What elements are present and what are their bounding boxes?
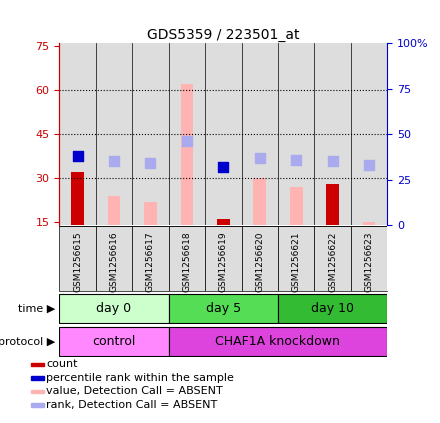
Bar [278, 43, 314, 225]
Bar [363, 222, 375, 225]
Bar [205, 226, 242, 291]
Text: GSM1256617: GSM1256617 [146, 231, 155, 292]
Text: GSM1256621: GSM1256621 [292, 231, 301, 291]
Bar [30, 390, 44, 393]
Text: day 5: day 5 [206, 302, 241, 315]
Bar [351, 43, 387, 225]
Text: GSM1256620: GSM1256620 [255, 231, 264, 291]
Bar [180, 84, 193, 225]
Point [110, 158, 117, 165]
Bar [30, 376, 44, 380]
Bar [205, 43, 242, 225]
Bar [30, 363, 44, 366]
Point [293, 156, 300, 163]
Bar [253, 178, 266, 225]
Bar [59, 43, 96, 225]
Bar [314, 226, 351, 291]
Bar [351, 226, 387, 291]
Bar [59, 226, 96, 291]
Title: GDS5359 / 223501_at: GDS5359 / 223501_at [147, 28, 300, 42]
Bar [278, 226, 314, 291]
Text: GSM1256618: GSM1256618 [182, 231, 191, 292]
Text: day 0: day 0 [96, 302, 132, 315]
Bar [96, 226, 132, 291]
Text: count: count [46, 360, 78, 369]
Bar [30, 403, 44, 407]
Bar [59, 327, 169, 356]
Text: day 10: day 10 [311, 302, 354, 315]
Text: GSM1256622: GSM1256622 [328, 231, 337, 291]
Bar [132, 43, 169, 225]
Text: GSM1256619: GSM1256619 [219, 231, 228, 292]
Text: time ▶: time ▶ [18, 304, 55, 313]
Text: GSM1256616: GSM1256616 [110, 231, 118, 292]
Bar [71, 172, 84, 225]
Point [256, 154, 263, 161]
Bar [169, 226, 205, 291]
Bar [278, 294, 387, 323]
Bar [242, 43, 278, 225]
Bar [169, 294, 278, 323]
Point [329, 158, 336, 165]
Point [147, 160, 154, 167]
Bar [132, 226, 169, 291]
Bar [108, 196, 121, 225]
Point [183, 138, 191, 145]
Text: value, Detection Call = ABSENT: value, Detection Call = ABSENT [46, 387, 223, 396]
Bar [96, 43, 132, 225]
Bar [169, 43, 205, 225]
Bar [290, 187, 303, 225]
Bar [326, 184, 339, 225]
Bar [169, 327, 387, 356]
Text: percentile rank within the sample: percentile rank within the sample [46, 373, 234, 383]
Bar [314, 43, 351, 225]
Bar [242, 226, 278, 291]
Text: rank, Detection Call = ABSENT: rank, Detection Call = ABSENT [46, 400, 217, 410]
Bar [144, 202, 157, 225]
Text: GSM1256615: GSM1256615 [73, 231, 82, 292]
Bar [59, 294, 169, 323]
Text: control: control [92, 335, 136, 348]
Text: protocol ▶: protocol ▶ [0, 337, 55, 346]
Point [74, 153, 81, 159]
Point [220, 163, 227, 170]
Text: GSM1256623: GSM1256623 [364, 231, 374, 291]
Point [366, 162, 373, 168]
Bar [217, 219, 230, 225]
Text: CHAF1A knockdown: CHAF1A knockdown [216, 335, 341, 348]
